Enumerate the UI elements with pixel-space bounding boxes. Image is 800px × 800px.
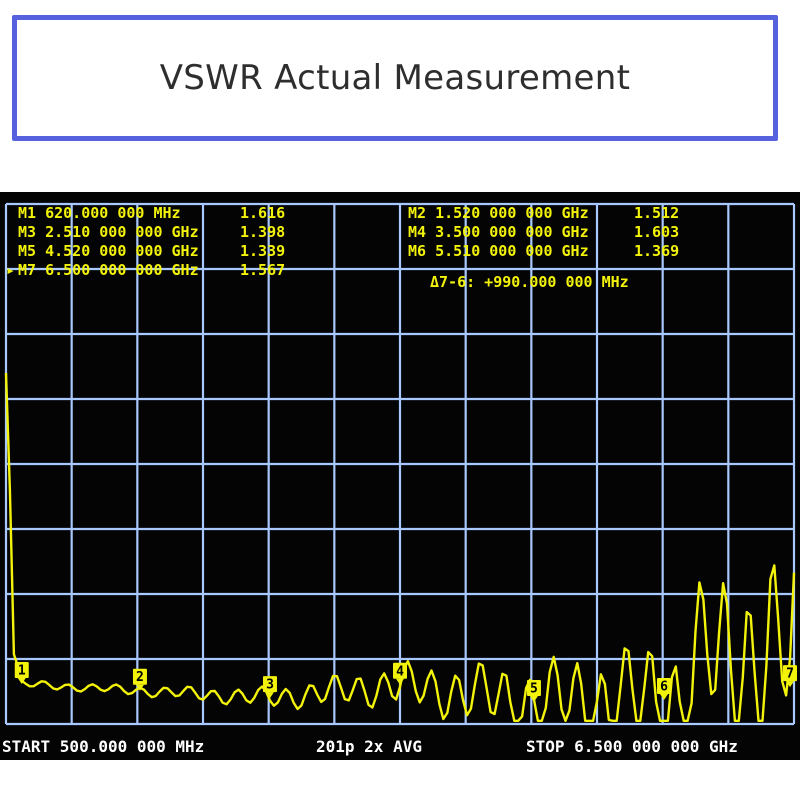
marker-flag-label: 3 (266, 678, 274, 693)
marker-flag-box (14, 661, 29, 678)
marker-readout-M3: M3 2.510 000 000 GHz 1.398 (18, 223, 285, 241)
marker-flag-pointer (135, 684, 144, 691)
status-bar: START 500.000 000 MHz 201p 2x AVG STOP 6… (2, 737, 738, 756)
marker-flags: 1 2 3 4 5 6 7 (14, 661, 797, 702)
marker-vswr-value: 1.512 (634, 204, 679, 222)
analyzer-screen: 1 2 3 4 5 6 7 M1 620.000 000 MHz 1.616 M2 1.520 … (0, 192, 800, 760)
active-marker-arrow-icon: ▸ (6, 261, 15, 279)
page-title: VSWR Actual Measurement (159, 58, 631, 98)
marker-flag-label: 2 (136, 670, 144, 685)
delta-readout: Δ7-6: +990.000 000 MHz (430, 273, 629, 291)
marker-flag-box (262, 676, 277, 693)
vswr-trace (4, 372, 796, 722)
marker-flag-pointer (529, 695, 538, 702)
marker-flag-box (393, 662, 407, 679)
marker-flag-box (656, 678, 671, 695)
marker-vswr-value: 1.369 (634, 242, 679, 260)
stop-frequency: STOP 6.500 000 000 GHz (526, 737, 738, 756)
marker-readout-M5: M5 4.520 000 000 GHz 1.339 (18, 242, 285, 260)
marker-flag-pointer (17, 677, 26, 684)
trace-layer (4, 372, 796, 722)
vswr-plot: 1 2 3 4 5 6 7 M1 620.000 000 MHz 1.616 M2 1.520 … (2, 202, 797, 756)
marker-flag-6[interactable]: 6 (656, 678, 671, 701)
marker-flag-1[interactable]: 1 (14, 661, 29, 684)
marker-flag-box (132, 668, 147, 685)
marker-flag-7[interactable]: 7 (783, 665, 797, 688)
marker-flag-label: 7 (786, 667, 794, 682)
marker-flag-box (526, 679, 541, 696)
marker-id-freq: M1 620.000 000 MHz (18, 204, 181, 222)
marker-readout-M6: M6 5.510 000 000 GHz 1.369 (408, 242, 679, 260)
marker-id-freq: M3 2.510 000 000 GHz (18, 223, 199, 241)
marker-vswr-value: 1.398 (240, 223, 285, 241)
marker-flag-2[interactable]: 2 (132, 668, 147, 691)
marker-flag-4[interactable]: 4 (393, 662, 407, 685)
marker-readout-M2: M2 1.520 000 000 GHz 1.512 (408, 204, 679, 222)
marker-vswr-value: 1.616 (240, 204, 285, 222)
marker-flag-pointer (265, 692, 274, 699)
marker-readout-M1: M1 620.000 000 MHz 1.616 (18, 204, 285, 222)
marker-flag-pointer (659, 694, 668, 701)
marker-flag-label: 5 (530, 681, 538, 696)
marker-vswr-value: 1.603 (634, 223, 679, 241)
points-avg: 201p 2x AVG (316, 737, 422, 756)
marker-id-freq: M5 4.520 000 000 GHz (18, 242, 199, 260)
marker-id-freq: M4 3.500 000 000 GHz (408, 223, 589, 241)
marker-id-freq: M7 6.500 000 000 GHz (18, 261, 199, 279)
plot-grid (4, 202, 796, 726)
marker-id-freq: M2 1.520 000 000 GHz (408, 204, 589, 222)
marker-flag-pointer (786, 681, 794, 688)
start-frequency: START 500.000 000 MHz (2, 737, 204, 756)
marker-flag-label: 6 (660, 680, 668, 695)
marker-flag-pointer (396, 678, 404, 685)
marker-flag-label: 4 (396, 664, 404, 679)
marker-readouts: M1 620.000 000 MHz 1.616 M2 1.520 000 000 … (6, 204, 679, 279)
marker-flag-5[interactable]: 5 (526, 679, 541, 702)
marker-flag-box (783, 665, 797, 682)
marker-readout-M4: M4 3.500 000 000 GHz 1.603 (408, 223, 679, 241)
marker-vswr-value: 1.339 (240, 242, 285, 260)
bottom-margin (0, 760, 800, 800)
marker-flag-label: 1 (18, 663, 26, 678)
marker-id-freq: M6 5.510 000 000 GHz (408, 242, 589, 260)
marker-flag-3[interactable]: 3 (262, 676, 277, 699)
marker-readout-M7: ▸ M7 6.500 000 000 GHz 1.567 (6, 261, 285, 279)
marker-vswr-value: 1.567 (240, 261, 285, 279)
title-banner: VSWR Actual Measurement (12, 15, 778, 141)
